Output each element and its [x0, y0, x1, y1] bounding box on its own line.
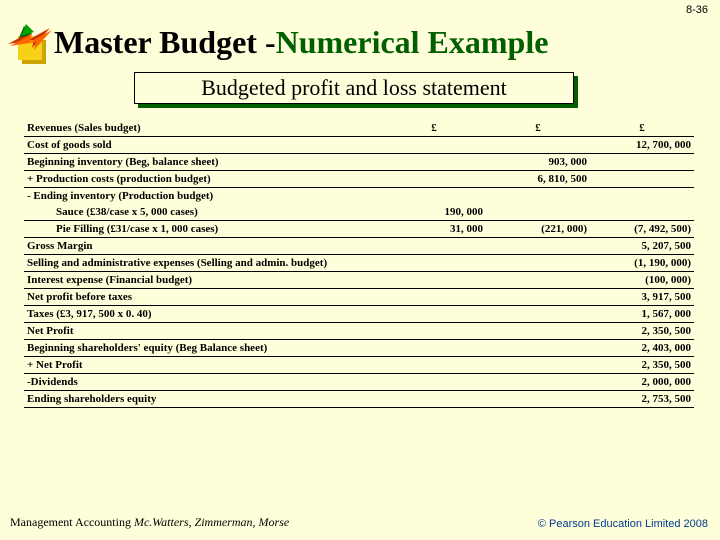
col-header: £ [486, 120, 590, 137]
row-label: Sauce (£38/case x 5, 000 cases) [24, 204, 382, 221]
table-row: Taxes (£3, 917, 500 x 0. 40) 1, 567, 000 [24, 306, 694, 323]
table-row: -Dividends 2, 000, 000 [24, 374, 694, 391]
cell-value: 5, 207, 500 [590, 238, 694, 255]
row-label: Ending shareholders equity [24, 391, 382, 408]
table-row: Selling and administrative expenses (Sel… [24, 255, 694, 272]
row-label: Beginning shareholders' equity (Beg Bala… [24, 340, 382, 357]
cell-value: 6, 810, 500 [486, 171, 590, 188]
cell-value: 31, 000 [382, 221, 486, 238]
cell-value: (1, 190, 000) [590, 255, 694, 272]
row-label: Cost of goods sold [24, 137, 382, 154]
cell-value: 1, 567, 000 [590, 306, 694, 323]
table-row: - Ending inventory (Production budget) [24, 188, 694, 205]
table-row: Beginning shareholders' equity (Beg Bala… [24, 340, 694, 357]
row-label: Taxes (£3, 917, 500 x 0. 40) [24, 306, 382, 323]
footer-left: Management Accounting Mc.Watters, Zimmer… [10, 515, 289, 530]
table-header-row: Revenues (Sales budget) £ £ £ [24, 120, 694, 137]
table-row: + Net Profit 2, 350, 500 [24, 357, 694, 374]
row-label: Beginning inventory (Beg, balance sheet) [24, 154, 382, 171]
cell-value: (7, 492, 500) [590, 221, 694, 238]
table-row: Ending shareholders equity 2, 753, 500 [24, 391, 694, 408]
cell-value: 903, 000 [486, 154, 590, 171]
cell-value: 3, 917, 500 [590, 289, 694, 306]
title-part-2: Numerical Example [276, 24, 549, 60]
table-row: Pie Filling (£31/case x 1, 000 cases) 31… [24, 221, 694, 238]
col-header: £ [382, 120, 486, 137]
page-number: 8-36 [686, 4, 708, 16]
cell-value: 2, 350, 500 [590, 357, 694, 374]
row-label: Interest expense (Financial budget) [24, 272, 382, 289]
subtitle-text: Budgeted profit and loss statement [134, 72, 574, 104]
table-row: Beginning inventory (Beg, balance sheet)… [24, 154, 694, 171]
footer-copyright: © Pearson Education Limited 2008 [538, 518, 708, 530]
footer-course: Management Accounting [10, 515, 134, 529]
row-label: Revenues (Sales budget) [24, 120, 382, 137]
cell-value: 2, 000, 000 [590, 374, 694, 391]
cell-value: 2, 753, 500 [590, 391, 694, 408]
footer-authors: Mc.Watters, Zimmerman, Morse [134, 515, 289, 529]
slide-title: Master Budget -Numerical Example [54, 24, 548, 61]
table-row: Net profit before taxes 3, 917, 500 [24, 289, 694, 306]
pl-statement-table: Revenues (Sales budget) £ £ £ Cost of go… [24, 120, 694, 408]
table-row: Cost of goods sold 12, 700, 000 [24, 137, 694, 154]
title-dash: - [265, 24, 276, 60]
row-label: Gross Margin [24, 238, 382, 255]
cell-value: (221, 000) [486, 221, 590, 238]
table-row: Sauce (£38/case x 5, 000 cases) 190, 000 [24, 204, 694, 221]
row-label: Net profit before taxes [24, 289, 382, 306]
row-label: Net Profit [24, 323, 382, 340]
subtitle-box: Budgeted profit and loss statement [134, 72, 574, 108]
table-row: Gross Margin 5, 207, 500 [24, 238, 694, 255]
cell-value: 2, 350, 500 [590, 323, 694, 340]
title-part-1: Master Budget [54, 24, 265, 60]
row-label: - Ending inventory (Production budget) [24, 188, 382, 205]
cell-value: 12, 700, 000 [590, 137, 694, 154]
table-row: Interest expense (Financial budget) (100… [24, 272, 694, 289]
col-header: £ [590, 120, 694, 137]
row-label: -Dividends [24, 374, 382, 391]
cell-value: 2, 403, 000 [590, 340, 694, 357]
row-label: Selling and administrative expenses (Sel… [24, 255, 382, 272]
table-row: + Production costs (production budget) 6… [24, 171, 694, 188]
cell-value: (100, 000) [590, 272, 694, 289]
row-label: Pie Filling (£31/case x 1, 000 cases) [24, 221, 382, 238]
row-label: + Net Profit [24, 357, 382, 374]
cell-value: 190, 000 [382, 204, 486, 221]
table-row: Net Profit 2, 350, 500 [24, 323, 694, 340]
row-label: + Production costs (production budget) [24, 171, 382, 188]
